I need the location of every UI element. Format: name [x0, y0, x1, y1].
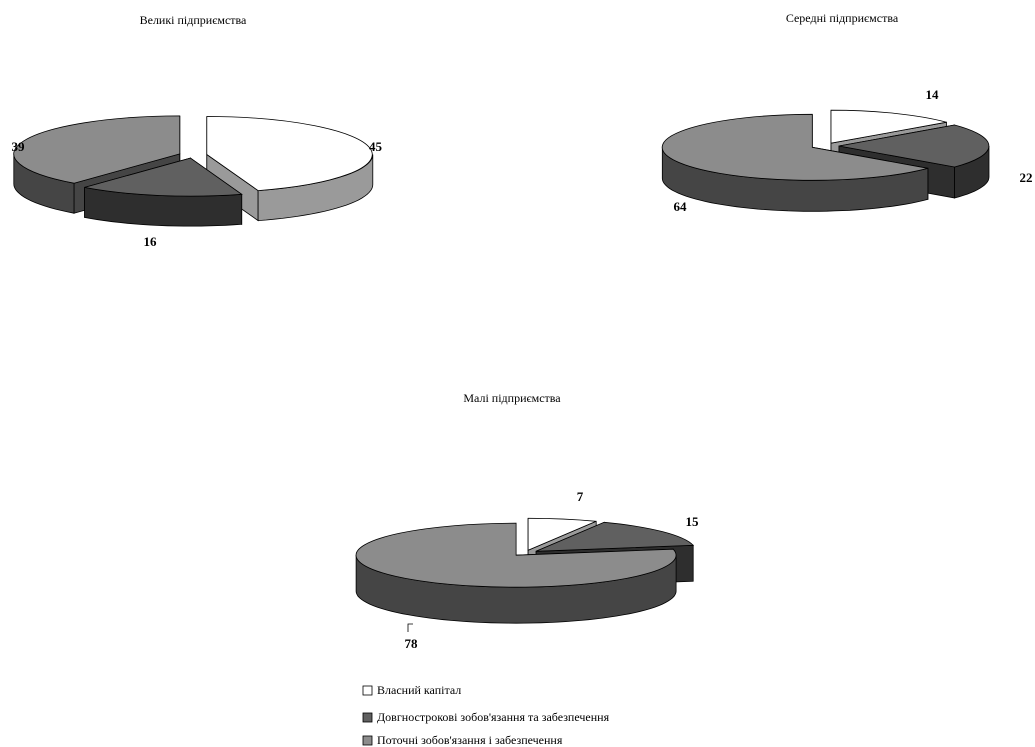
chart-title-small: Малі підприємства — [463, 391, 561, 405]
data-label-long-term: 16 — [144, 234, 158, 249]
label-leader-line — [407, 623, 413, 632]
pie-chart-small-enterprises: Малі підприємства 7 15 78 — [355, 391, 700, 651]
legend-label-equity: Власний капітал — [377, 683, 461, 697]
data-label-current: 78 — [405, 636, 419, 651]
legend-label-long-term: Довгнострокові зобов'язання та забезпече… — [377, 710, 610, 724]
legend-swatch-current — [362, 735, 373, 746]
legend-swatch-equity — [362, 685, 373, 696]
data-label-equity: 7 — [577, 489, 584, 504]
legend-swatch-long-term — [362, 712, 373, 723]
data-label-equity: 14 — [926, 87, 940, 102]
pie-chart-medium-enterprises: Середні підприємства 14 22 64 — [661, 11, 1033, 214]
pie-slice-long-term — [838, 124, 990, 168]
pie-chart-large-enterprises: Великі підприємства 45 16 39 — [12, 13, 383, 249]
chart-title-large: Великі підприємства — [140, 13, 247, 27]
pie-slice-long-term — [535, 521, 695, 552]
pie-slice-equity — [830, 109, 947, 144]
chart-title-medium: Середні підприємства — [786, 11, 899, 25]
data-label-equity: 45 — [369, 139, 383, 154]
data-label-current: 39 — [12, 139, 26, 154]
pie-slice-long-term — [84, 157, 243, 197]
pie-slice-current — [13, 115, 181, 184]
data-label-current: 64 — [674, 199, 688, 214]
pie-slice-current — [661, 113, 929, 181]
pie-slice-equity — [527, 517, 597, 551]
legend: Власний капітал Довгнострокові зобов'яза… — [362, 683, 610, 747]
data-label-long-term: 22 — [1020, 170, 1033, 185]
pie-slice-equity — [206, 116, 373, 192]
pie-slice-current — [355, 522, 677, 588]
legend-label-current: Поточні зобов'язання і забезпечення — [377, 733, 563, 747]
data-label-long-term: 15 — [686, 514, 700, 529]
